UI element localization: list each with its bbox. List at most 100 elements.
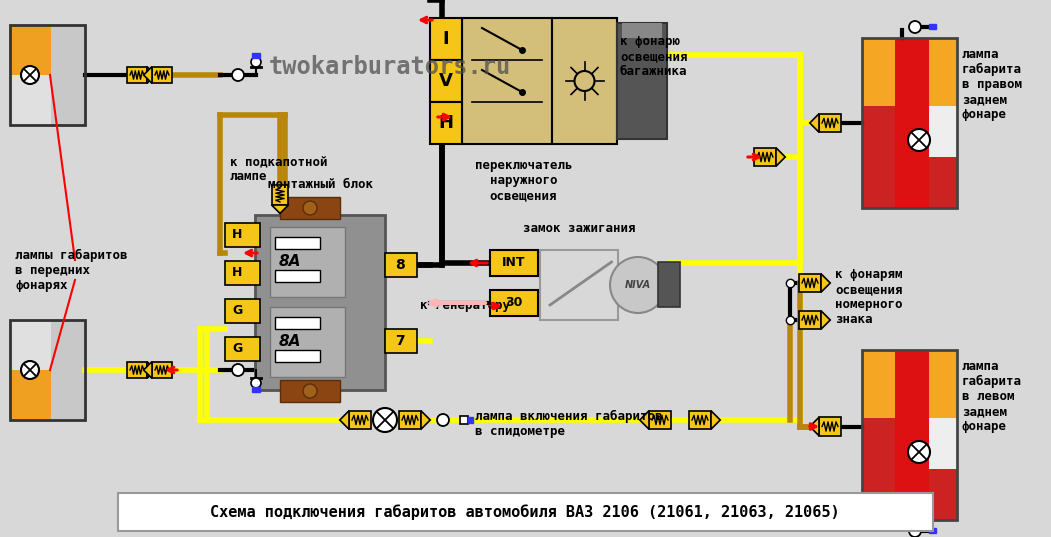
Text: 8: 8	[395, 258, 405, 272]
Text: к генератору: к генератору	[420, 300, 510, 313]
Bar	[430, 18, 462, 60]
Bar	[895, 38, 928, 208]
Bar	[225, 223, 260, 247]
Bar	[127, 67, 147, 83]
Bar	[862, 38, 957, 208]
Bar	[271, 185, 288, 205]
Bar	[929, 528, 936, 533]
Bar	[862, 418, 895, 520]
Bar	[11, 25, 85, 125]
Polygon shape	[710, 411, 720, 429]
Bar	[540, 250, 618, 320]
Bar	[490, 290, 538, 316]
Bar	[152, 361, 172, 379]
Bar	[862, 350, 957, 520]
Polygon shape	[271, 205, 288, 213]
Bar	[462, 18, 552, 144]
Bar	[275, 317, 320, 329]
Text: 7: 7	[395, 334, 405, 348]
Text: H: H	[438, 114, 453, 132]
Circle shape	[909, 525, 921, 537]
Bar	[152, 67, 172, 83]
Bar	[862, 350, 895, 418]
Text: H: H	[232, 229, 243, 242]
Bar	[650, 411, 671, 429]
Circle shape	[303, 384, 317, 398]
Circle shape	[373, 408, 397, 432]
Text: лампа включения габаритов
в спидометре: лампа включения габаритов в спидометре	[475, 410, 662, 438]
Polygon shape	[821, 311, 830, 329]
Text: H: H	[232, 266, 243, 279]
Bar	[928, 350, 957, 418]
Bar	[252, 387, 260, 392]
Polygon shape	[809, 114, 819, 132]
Bar	[617, 23, 667, 139]
Bar	[255, 215, 385, 390]
Bar	[11, 320, 51, 370]
Polygon shape	[147, 361, 156, 379]
Bar	[127, 361, 147, 379]
Bar	[928, 38, 957, 106]
Bar	[270, 307, 345, 377]
Bar	[252, 53, 260, 58]
Text: замок зажигания: замок зажигания	[522, 221, 635, 235]
Text: +: +	[487, 301, 496, 311]
Text: лампы габаритов
в передних
фонарях: лампы габаритов в передних фонарях	[15, 249, 127, 292]
Bar	[799, 311, 821, 329]
Polygon shape	[821, 274, 830, 292]
Text: к подкапотной
лампе: к подкапотной лампе	[230, 155, 328, 183]
Bar	[51, 320, 85, 420]
Text: 8A: 8A	[279, 335, 302, 350]
Text: G: G	[232, 304, 242, 317]
Bar	[225, 337, 260, 361]
Text: I: I	[442, 30, 450, 48]
Bar	[280, 197, 341, 219]
Bar	[399, 411, 421, 429]
Circle shape	[21, 66, 39, 84]
Polygon shape	[144, 361, 152, 379]
Polygon shape	[147, 67, 156, 83]
Circle shape	[610, 257, 666, 313]
Bar	[11, 75, 51, 125]
Bar	[658, 262, 680, 307]
Circle shape	[437, 414, 449, 426]
Bar	[819, 417, 841, 436]
Text: к фонарям
освещения
номерного
знака: к фонарям освещения номерного знака	[834, 268, 903, 326]
Bar	[460, 416, 468, 424]
Bar	[468, 417, 473, 423]
Bar	[552, 18, 617, 144]
Bar	[430, 60, 462, 102]
Bar	[280, 380, 341, 402]
Bar	[754, 148, 776, 166]
Circle shape	[908, 441, 930, 463]
Bar	[895, 350, 928, 520]
Text: Схема подключения габаритов автомобиля ВАЗ 2106 (21061, 21063, 21065): Схема подключения габаритов автомобиля В…	[210, 504, 840, 520]
Polygon shape	[809, 417, 819, 436]
Bar	[799, 274, 821, 292]
Bar	[11, 320, 85, 420]
Bar	[385, 253, 417, 277]
Polygon shape	[144, 67, 152, 83]
Circle shape	[303, 201, 317, 215]
Circle shape	[251, 57, 261, 67]
Bar	[51, 25, 85, 125]
Bar	[225, 261, 260, 285]
Bar	[11, 25, 51, 75]
Text: NIVA: NIVA	[625, 280, 651, 290]
Bar	[490, 250, 538, 276]
Polygon shape	[421, 411, 430, 429]
Bar	[819, 114, 841, 132]
Text: V: V	[439, 72, 453, 90]
Bar	[928, 157, 957, 208]
Bar	[118, 493, 933, 531]
Bar	[430, 102, 462, 144]
Bar	[349, 411, 371, 429]
Circle shape	[232, 364, 244, 376]
Circle shape	[21, 361, 39, 379]
Text: 8A: 8A	[279, 255, 302, 270]
Bar	[928, 106, 957, 157]
Polygon shape	[776, 148, 785, 166]
Bar	[862, 106, 895, 208]
Bar	[929, 24, 936, 29]
Bar	[928, 469, 957, 520]
